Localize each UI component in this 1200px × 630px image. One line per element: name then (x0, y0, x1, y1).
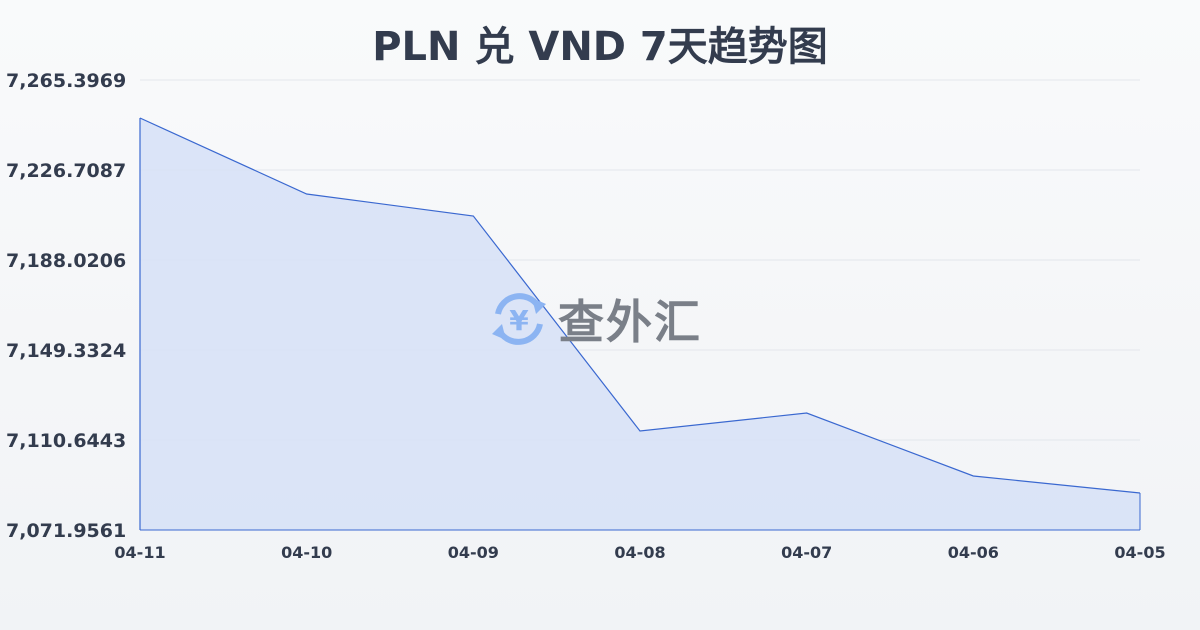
yen-exchange-icon: ¥ (492, 293, 546, 345)
x-tick-label: 04-08 (614, 543, 665, 562)
svg-text:¥: ¥ (509, 304, 529, 337)
y-tick-label: 7,110.6443 (6, 430, 126, 452)
watermark: ¥ 查外汇 (488, 286, 702, 352)
area-fill (140, 118, 1140, 530)
watermark-text: 查外汇 (558, 295, 702, 349)
y-tick-label: 7,188.0206 (6, 250, 126, 272)
x-tick-label: 04-10 (281, 543, 332, 562)
chart-title: PLN 兑 VND 7天趋势图 (372, 24, 828, 70)
x-tick-label: 04-11 (114, 543, 165, 562)
y-tick-label: 7,226.7087 (6, 160, 126, 182)
x-tick-label: 04-05 (1114, 543, 1165, 562)
x-tick-label: 04-06 (948, 543, 999, 562)
y-tick-label: 7,149.3324 (6, 340, 126, 362)
x-tick-label: 04-09 (448, 543, 499, 562)
y-tick-label: 7,071.9561 (6, 520, 126, 542)
y-tick-label: 7,265.3969 (6, 70, 126, 92)
x-tick-label: 04-07 (781, 543, 832, 562)
